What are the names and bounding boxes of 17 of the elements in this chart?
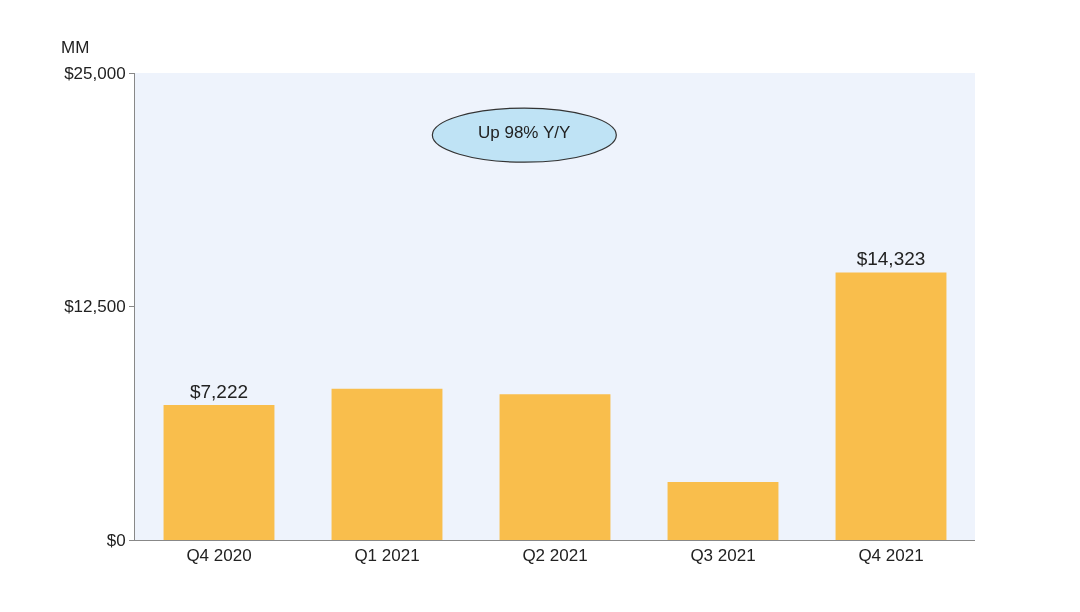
bar: [163, 405, 275, 540]
bar: [331, 388, 443, 540]
y-tick-label: $25,000: [64, 63, 126, 83]
y-axis-title: MM: [61, 38, 90, 57]
bar: [499, 394, 611, 540]
x-tick-label: Q3 2021: [690, 546, 756, 566]
y-tick-label: $0: [106, 530, 126, 550]
x-tick-label: Q4 2020: [186, 546, 252, 566]
x-tick-label: Q4 2021: [858, 546, 924, 566]
annotation: Up 98% Y/Y: [478, 123, 571, 142]
y-tick-label: $12,500: [64, 297, 126, 317]
data-label: $7,222: [189, 381, 249, 403]
x-tick-label: Q1 2021: [354, 546, 420, 566]
data-label: $14,323: [856, 248, 926, 270]
bar: [835, 272, 947, 540]
bar: [667, 482, 779, 540]
x-tick-label: Q2 2021: [522, 546, 588, 566]
